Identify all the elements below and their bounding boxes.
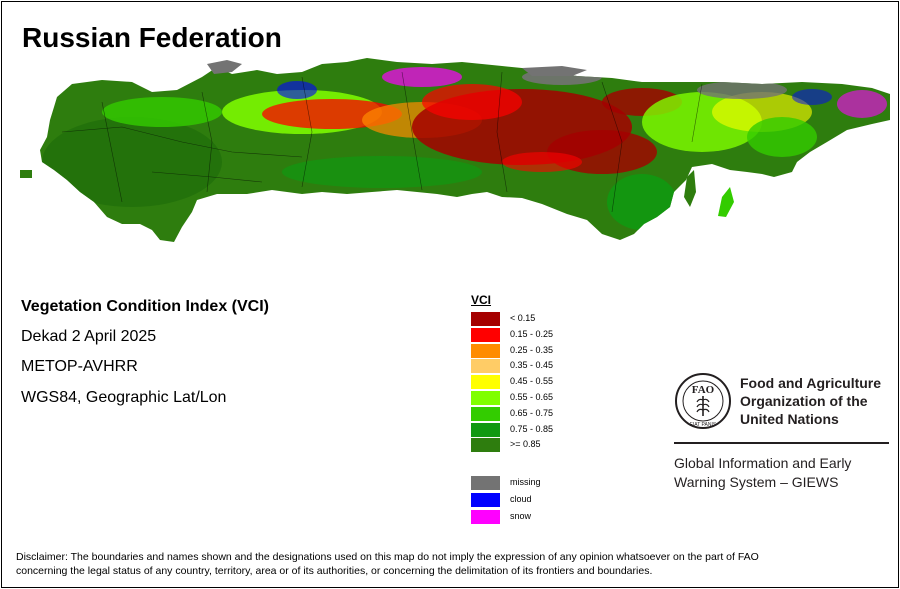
legend-label: snow bbox=[510, 511, 532, 521]
fao-org-line-3: United Nations bbox=[740, 411, 839, 427]
legend-swatch bbox=[471, 422, 500, 437]
legend-swatch bbox=[471, 312, 500, 326]
vci-map bbox=[20, 58, 890, 242]
region-red-south bbox=[502, 152, 582, 172]
legend-swatch bbox=[471, 327, 500, 342]
legend-label: 0.35 - 0.45 bbox=[510, 360, 554, 371]
disclaimer: Disclaimer: The boundaries and names sho… bbox=[16, 550, 886, 578]
island-severnaya-zemlya bbox=[522, 66, 587, 76]
region-far-east-south bbox=[607, 174, 677, 230]
region-snow-north bbox=[382, 67, 462, 87]
island-sakhalin bbox=[718, 187, 734, 217]
kaliningrad bbox=[20, 170, 32, 178]
legend-label: 0.25 - 0.35 bbox=[510, 344, 554, 355]
disclaimer-line-1: Disclaimer: The boundaries and names sho… bbox=[16, 551, 759, 563]
legend-swatch bbox=[471, 359, 500, 374]
region-kamchatka bbox=[747, 117, 817, 157]
admin-boundaries bbox=[61, 71, 703, 213]
legend-swatch bbox=[471, 406, 500, 421]
fao-logo-block: FAO FIAT PANIS Food and Agriculture Orga… bbox=[674, 368, 894, 498]
island-sakhalin-north bbox=[684, 170, 696, 207]
fao-org-name: Food and Agriculture Organization of the… bbox=[740, 374, 881, 428]
fao-divider bbox=[674, 442, 889, 444]
legend-swatch bbox=[471, 510, 500, 524]
legend-swatch bbox=[471, 438, 500, 453]
legend-swatch bbox=[471, 391, 500, 405]
map-title: Russian Federation bbox=[22, 22, 282, 53]
legend-label: 0.45 - 0.55 bbox=[510, 376, 554, 387]
legend-label: 0.75 - 0.85 bbox=[510, 423, 554, 434]
disclaimer-line-2: concerning the legal status of any count… bbox=[16, 565, 653, 577]
region-missing-northeast bbox=[697, 81, 787, 99]
region-red-north bbox=[422, 84, 522, 120]
emblem-motto: FIAT PANIS bbox=[690, 422, 717, 428]
giews-name: Global Information and Early Warning Sys… bbox=[674, 454, 851, 492]
region-west-good bbox=[42, 117, 222, 207]
legend-label: >= 0.85 bbox=[510, 439, 541, 450]
projection-label: WGS84, Geographic Lat/Lon bbox=[21, 389, 227, 406]
legend-label: 0.55 - 0.65 bbox=[510, 392, 554, 402]
legend-label: 0.15 - 0.25 bbox=[510, 328, 554, 339]
legend-swatch bbox=[471, 343, 500, 358]
legend-title: VCI bbox=[471, 293, 492, 307]
sensor-label: METOP-AVHRR bbox=[21, 358, 138, 375]
region-snow-chukotka bbox=[837, 90, 887, 118]
index-name: Vegetation Condition Index (VCI) bbox=[21, 298, 269, 315]
fao-org-line-1: Food and Agriculture bbox=[740, 375, 882, 391]
legend: VCI < 0.15 0.15 - 0.25 0.25 - 0.35 0.35 - 0… bbox=[471, 293, 591, 533]
giews-line-2: Warning System – GIEWS bbox=[674, 474, 839, 490]
legend-label: 0.65 - 0.75 bbox=[510, 407, 554, 418]
region-cloud-north bbox=[277, 81, 317, 99]
legend-swatch bbox=[471, 493, 500, 507]
island-novaya-zemlya bbox=[207, 60, 242, 74]
legend-swatch bbox=[471, 375, 500, 390]
legend-label: missing bbox=[510, 477, 541, 487]
period-label: Dekad 2 April 2025 bbox=[21, 328, 157, 345]
region-cloud-northeast bbox=[792, 89, 832, 105]
legend-label: < 0.15 bbox=[510, 313, 536, 323]
legend-swatch bbox=[471, 476, 500, 490]
fao-org-line-2: Organization of the bbox=[740, 393, 868, 409]
emblem-letters: FAO bbox=[692, 384, 715, 396]
region-north-west bbox=[102, 97, 222, 127]
legend-label: cloud bbox=[510, 494, 532, 504]
giews-line-1: Global Information and Early bbox=[674, 455, 852, 471]
region-south-siberia bbox=[282, 156, 482, 188]
fao-emblem-icon: FAO FIAT PANIS bbox=[675, 373, 731, 429]
